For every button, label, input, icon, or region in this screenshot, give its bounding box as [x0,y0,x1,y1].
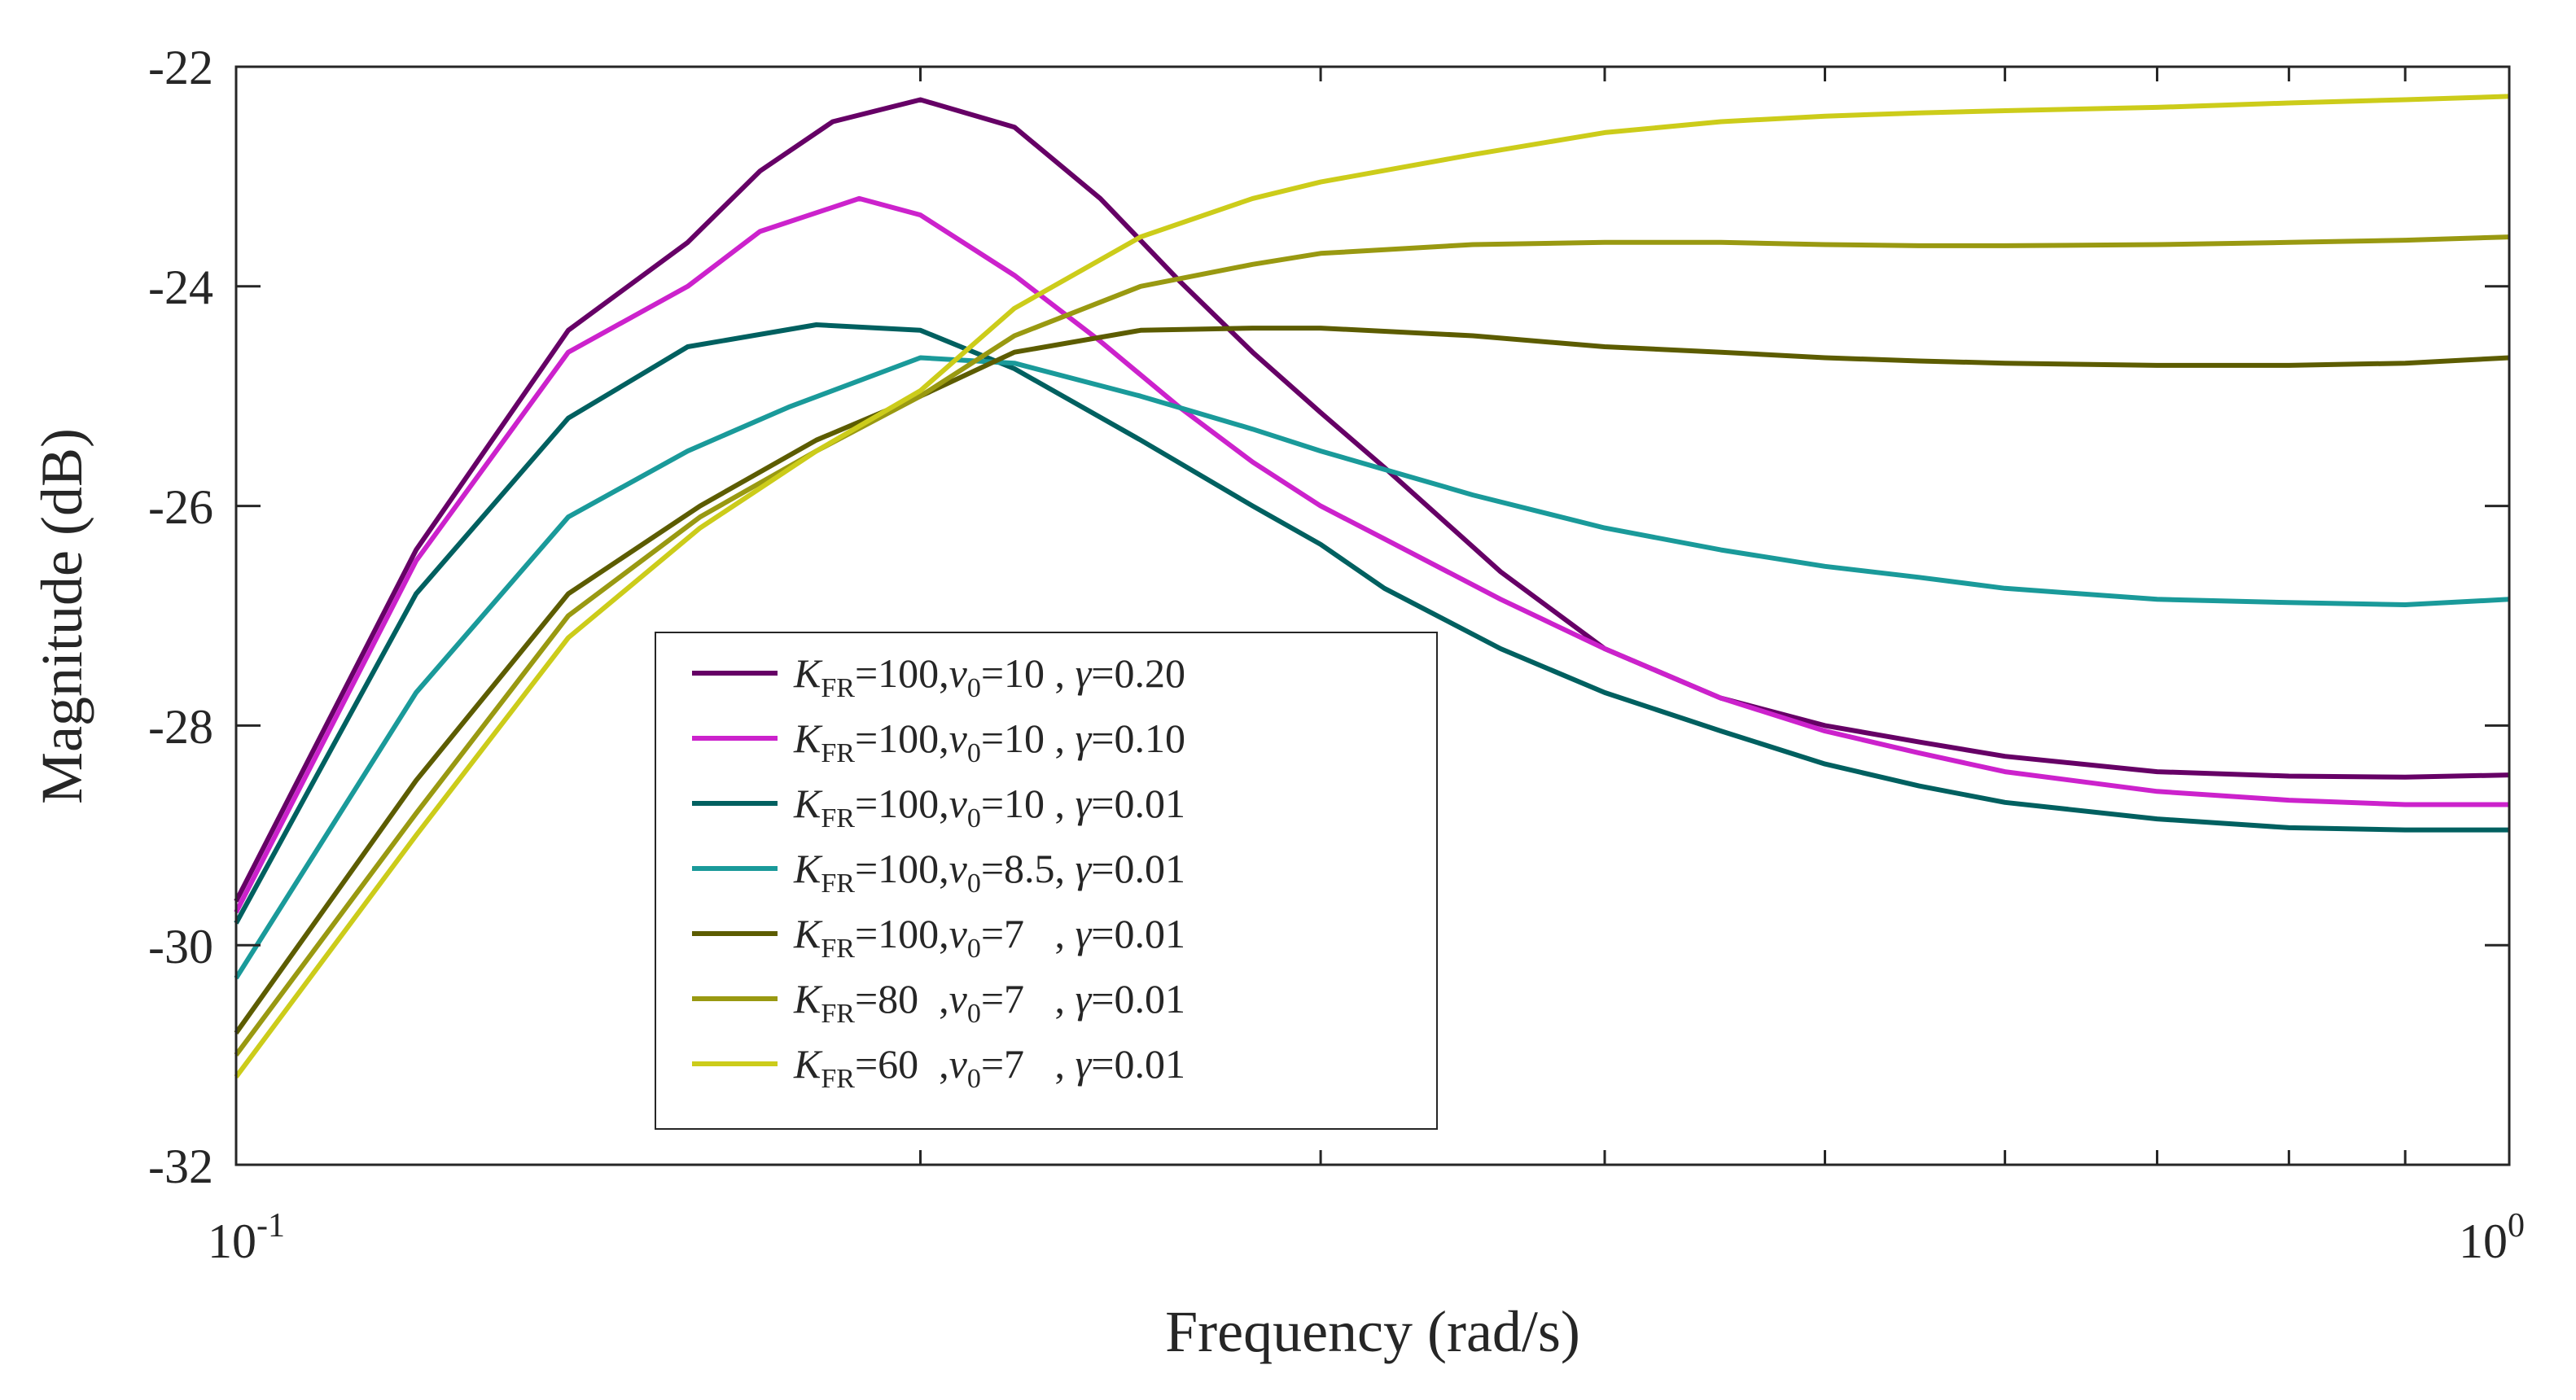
legend-entry-2: KFR=100,v0=10 , γ=0.10 [692,715,1185,768]
legend-entry-1: KFR=100,v0=10 , γ=0.20 [692,650,1185,703]
y-tick-label: -30 [148,920,213,973]
x-axis-title: Frequency (rad/s) [1165,1299,1580,1364]
legend-label: KFR=100,v0=8.5, γ=0.01 [793,846,1185,899]
x-tick-label-0-exp: -1 [256,1207,285,1245]
legend-entry-4: KFR=100,v0=8.5, γ=0.01 [692,846,1185,899]
legend-box [655,632,1438,1130]
series-line-7 [234,94,2510,1078]
x-tick-label-0-base: 10 [208,1214,256,1268]
legend-label: KFR=60 ,v0=7 , γ=0.01 [793,1041,1185,1094]
series-line-4 [234,355,2510,980]
y-tick-label: -24 [148,260,213,314]
svg-text:10-1: 10-1 [208,1207,285,1268]
legend-entry-6: KFR=80 ,v0=7 , γ=0.01 [692,976,1185,1029]
series-line-5 [234,326,2510,1035]
svg-text:100: 100 [2459,1207,2525,1268]
legend-entries: KFR=100,v0=10 , γ=0.20 KFR=100,v0=10 , γ=… [692,650,1185,1094]
x-tick-label-0: 10-1 [208,1207,285,1268]
x-tick-label-1-exp: 0 [2508,1207,2525,1245]
series-layer [234,94,2510,1078]
plot-area-frame [234,65,2511,1166]
legend-label: KFR=100,v0=10 , γ=0.01 [793,781,1185,833]
y-tick-label: -22 [148,41,213,94]
series-line-6 [234,234,2510,1057]
x-tick-label-1-base: 10 [2459,1214,2508,1268]
legend-entry-7: KFR=60 ,v0=7 , γ=0.01 [692,1041,1185,1094]
legend-label: KFR=100,v0=10 , γ=0.20 [793,650,1185,703]
y-tick-label: -32 [148,1140,213,1193]
series-line-3 [234,322,2509,925]
legend-entry-5: KFR=100,v0=7 , γ=0.01 [692,911,1185,964]
legend-entry-3: KFR=100,v0=10 , γ=0.01 [692,781,1185,833]
x-tick-label-1: 100 [2459,1207,2525,1268]
series-line-1 [234,97,2510,903]
y-axis-title: Magnitude (dB) [29,428,94,804]
legend: KFR=100,v0=10 , γ=0.20 KFR=100,v0=10 , γ=… [655,632,1438,1130]
legend-label: KFR=80 ,v0=7 , γ=0.01 [793,976,1185,1029]
y-tick-label: -26 [148,480,213,534]
tick-layer [236,65,2509,1166]
series-line-2 [234,195,2509,914]
legend-label: KFR=100,v0=7 , γ=0.01 [793,911,1185,964]
y-tick-label: -28 [148,700,213,754]
legend-label: KFR=100,v0=10 , γ=0.10 [793,715,1185,768]
